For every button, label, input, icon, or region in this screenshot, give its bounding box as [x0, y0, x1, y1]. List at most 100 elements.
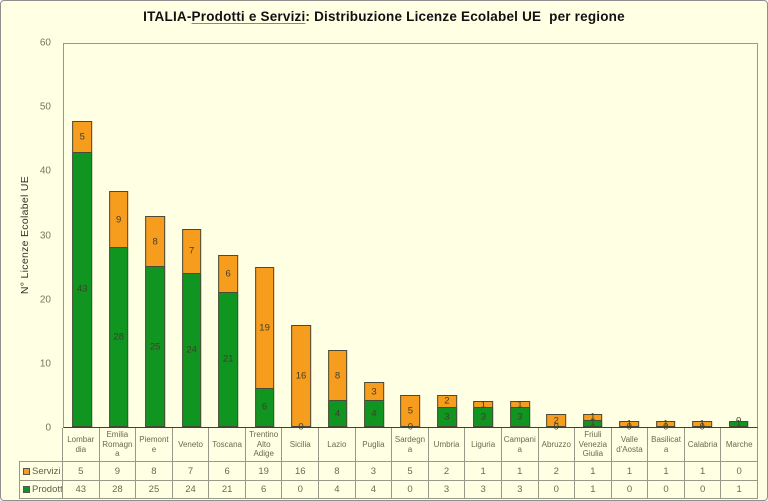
chart-title: ITALIA-Prodotti e Servizi: Distribuzione… — [1, 9, 767, 24]
table-value-servizi-friuli-venezia-giulia: 1 — [575, 462, 612, 481]
bar-slot-marche: 01 — [720, 44, 756, 428]
bar-segment-servizi-emilia-romagna: 9 — [108, 190, 129, 249]
bar-segment-servizi-sicilia: 16 — [291, 324, 311, 427]
table-value-servizi-liguria: 1 — [465, 462, 502, 481]
bar-segment-servizi-trentino-alto-adige: 19 — [254, 267, 275, 389]
y-tick-20: 20 — [39, 294, 51, 306]
table-value-servizi-emilia-romagna: 9 — [99, 462, 137, 481]
stacked-bar-trentino-alto-adige: 19 6 — [254, 44, 275, 427]
bar-value-label-servizi: 2 — [553, 414, 559, 426]
bar-value-label-prodotti: 0 — [407, 421, 414, 433]
y-tick-40: 40 — [39, 165, 51, 177]
table-value-prodotti-liguria: 3 — [465, 481, 502, 499]
table-corner-cell — [19, 428, 63, 462]
table-value-servizi-abruzzo: 2 — [538, 462, 576, 481]
region-label-liguria: Liguria — [465, 428, 502, 462]
legend-swatch-prodotti — [23, 486, 30, 493]
table-value-prodotti-valle-d-aosta: 0 — [611, 481, 649, 499]
bar-segment-servizi-lazio: 8 — [327, 350, 348, 402]
legend-label-prodotti: Prodotti — [32, 484, 63, 495]
region-label-toscana: Toscana — [209, 428, 246, 462]
table-value-prodotti-piemonte: 25 — [136, 481, 173, 499]
bar-segment-prodotti-emilia-romagna: 28 — [108, 248, 129, 427]
region-label-friuli-venezia-giulia: Friuli Venezia Giulia — [575, 428, 612, 462]
bar-segment-prodotti-friuli-venezia-giulia: 1 — [582, 419, 603, 428]
region-label-marche: Marche — [721, 428, 758, 462]
bar-value-label-prodotti: 25 — [149, 340, 161, 352]
bar-value-label-prodotti: 28 — [113, 331, 124, 343]
data-table: Lombar dia Emilia Romagn a Piemont e Veneto… — [19, 428, 758, 499]
table-value-servizi-marche: 0 — [721, 462, 758, 481]
stacked-bar-veneto: 7 24 — [181, 44, 202, 427]
bar-segment-prodotti-lazio: 4 — [327, 401, 348, 427]
region-label-sardegna: Sardegn a — [392, 428, 429, 462]
bar-value-label-servizi: 19 — [259, 322, 270, 334]
bar-segment-servizi-sardegna: 5 — [400, 395, 421, 427]
bar-segment-prodotti-puglia: 4 — [364, 401, 384, 427]
region-label-trentino-alto-adige: Trentino Alto Adige — [245, 428, 283, 462]
bar-value-label-prodotti: 3 — [517, 411, 523, 423]
bar-slot-veneto: 7 24 — [173, 44, 209, 427]
bar-value-label-prodotti: 6 — [261, 401, 268, 413]
table-value-prodotti-lazio: 4 — [319, 481, 356, 499]
bar-value-label-prodotti: 0 — [626, 421, 632, 433]
y-tick-50: 50 — [39, 101, 51, 113]
bar-segment-prodotti-umbria: 3 — [437, 407, 457, 427]
table-value-servizi-campania: 1 — [501, 462, 539, 481]
region-label-abruzzo: Abruzzo — [538, 428, 576, 462]
bar-slot-sicilia: 16 0 — [283, 44, 319, 431]
bar-segment-prodotti-toscana: 21 — [218, 292, 238, 427]
table-value-prodotti-umbria: 3 — [428, 481, 466, 499]
bar-value-label-prodotti: 4 — [334, 407, 341, 419]
region-label-calabria: Calabria — [684, 428, 722, 462]
table-value-prodotti-veneto: 24 — [172, 481, 210, 499]
region-label-veneto: Veneto — [172, 428, 210, 462]
table-value-prodotti-friuli-venezia-giulia: 1 — [575, 481, 612, 499]
table-value-servizi-piemonte: 8 — [136, 462, 173, 481]
bar-value-label-servizi: 7 — [188, 245, 195, 257]
table-value-prodotti-calabria: 0 — [684, 481, 722, 499]
chart-title-part1: ITALIA- — [143, 9, 192, 24]
bar-value-label-servizi: 1 — [663, 418, 669, 430]
bar-value-label-servizi: 1 — [699, 418, 705, 430]
bar-value-label-servizi: 1 — [517, 398, 523, 410]
region-label-sicilia: Sicilia — [282, 428, 320, 462]
bar-value-label-servizi: 16 — [295, 370, 307, 382]
stacked-bar-lombardia: 5 43 — [72, 44, 93, 427]
region-label-emilia-romagna: Emilia Romagn a — [99, 428, 137, 462]
bar-value-label-prodotti: 0 — [699, 421, 705, 433]
region-label-lombardia: Lombar dia — [63, 428, 100, 462]
bar-value-label-servizi: 8 — [152, 236, 158, 248]
bar-segment-prodotti-campania: 3 — [510, 407, 530, 427]
bar-value-label-prodotti: 43 — [76, 283, 88, 295]
bar-value-label-prodotti: 0 — [298, 421, 304, 433]
y-tick-10: 10 — [39, 358, 51, 370]
table-value-prodotti-marche: 1 — [721, 481, 758, 499]
legend-label-servizi: Servizi — [32, 465, 61, 477]
bar-value-label-prodotti: 21 — [222, 353, 234, 365]
region-label-basilicata: Basilicat a — [648, 428, 685, 462]
bar-slot-lombardia: 5 43 — [64, 44, 100, 427]
table-value-servizi-veneto: 7 — [172, 462, 210, 481]
bar-value-label-servizi: 3 — [371, 386, 377, 398]
bar-value-label-servizi: 1 — [590, 411, 596, 423]
table-value-servizi-trentino-alto-adige: 19 — [245, 462, 283, 481]
bar-segment-servizi-abruzzo: 2 — [546, 414, 567, 427]
table-value-prodotti-lombardia: 43 — [63, 481, 100, 499]
bar-value-label-servizi: 6 — [225, 268, 231, 280]
table-value-prodotti-basilicata: 0 — [648, 481, 685, 499]
table-value-servizi-basilicata: 1 — [648, 462, 685, 481]
